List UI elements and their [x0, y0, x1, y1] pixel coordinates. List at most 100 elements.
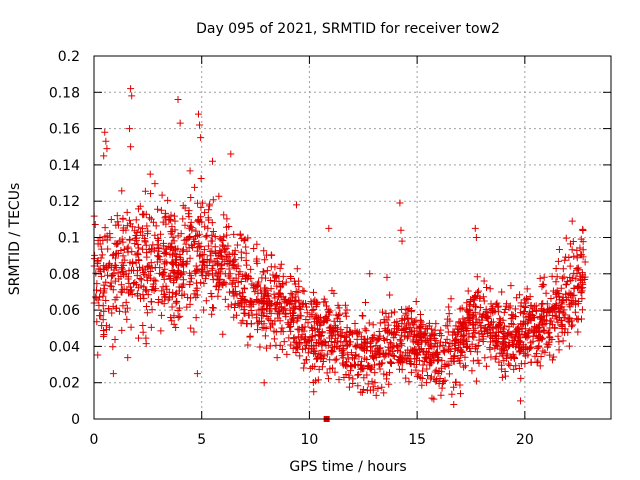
data-point — [226, 274, 234, 282]
data-point — [169, 258, 177, 266]
data-point — [425, 319, 433, 327]
data-point — [438, 384, 446, 392]
data-point — [176, 304, 184, 312]
data-point — [124, 243, 132, 251]
data-point — [570, 269, 578, 277]
data-point — [300, 364, 308, 372]
data-point — [205, 206, 213, 214]
data-point — [194, 217, 202, 225]
data-point — [122, 226, 130, 234]
data-point — [412, 366, 420, 374]
data-points — [90, 85, 589, 422]
data-point — [262, 288, 270, 296]
data-point — [215, 192, 223, 200]
data-point — [398, 237, 406, 245]
data-point — [246, 332, 254, 340]
data-point — [470, 312, 478, 320]
data-point — [462, 344, 470, 352]
data-point — [422, 353, 430, 361]
data-point — [507, 330, 515, 338]
data-point — [117, 281, 125, 289]
data-point — [397, 226, 405, 234]
data-point — [376, 319, 384, 327]
data-point — [390, 334, 398, 342]
data-point — [474, 342, 482, 350]
data-point — [351, 342, 359, 350]
data-point — [579, 246, 587, 254]
data-point — [118, 326, 126, 334]
data-point — [368, 335, 376, 343]
y-tick-label: 0.16 — [49, 122, 80, 138]
data-point — [451, 345, 459, 353]
data-point — [198, 272, 206, 280]
data-point — [528, 308, 536, 316]
y-tick-label: 0.06 — [49, 303, 80, 319]
data-point — [300, 287, 308, 295]
data-point — [494, 308, 502, 316]
data-point — [106, 282, 114, 290]
data-point — [550, 353, 558, 361]
data-point — [123, 245, 131, 253]
data-point — [437, 391, 445, 399]
data-point — [522, 299, 530, 307]
data-point — [98, 245, 106, 253]
data-point — [390, 308, 398, 316]
data-point — [144, 227, 152, 235]
data-point — [295, 341, 303, 349]
data-point — [372, 391, 380, 399]
data-point — [477, 323, 485, 331]
data-point — [450, 383, 458, 391]
y-tick-label: 0.1 — [58, 231, 80, 247]
data-point — [187, 218, 195, 226]
data-point — [569, 238, 577, 246]
data-point — [465, 333, 473, 341]
data-point — [277, 293, 285, 301]
data-point — [181, 221, 189, 229]
data-point — [358, 357, 366, 365]
data-point — [126, 220, 134, 228]
data-point — [380, 389, 388, 397]
data-point — [266, 307, 274, 315]
data-point — [415, 323, 423, 331]
data-point — [545, 305, 553, 313]
data-point — [221, 246, 229, 254]
data-point — [452, 378, 460, 386]
data-point — [493, 335, 501, 343]
data-point — [119, 215, 127, 223]
data-point — [540, 316, 548, 324]
data-point — [311, 362, 319, 370]
data-point — [290, 334, 298, 342]
data-point — [214, 259, 222, 267]
data-point — [143, 222, 151, 230]
data-point — [495, 320, 503, 328]
data-point — [578, 295, 586, 303]
data-point — [109, 370, 117, 378]
data-point — [259, 312, 267, 320]
data-point — [503, 300, 511, 308]
data-point — [389, 330, 397, 338]
data-point — [388, 329, 396, 337]
data-point — [120, 245, 128, 253]
y-axis-label: SRMTID / TECUs — [7, 183, 23, 296]
data-point — [127, 283, 135, 291]
data-point — [476, 304, 484, 312]
data-point — [132, 216, 140, 224]
data-point — [163, 285, 171, 293]
data-point — [287, 289, 295, 297]
data-point — [162, 245, 170, 253]
data-point — [200, 246, 208, 254]
data-point — [291, 277, 299, 285]
data-point — [168, 317, 176, 325]
data-point — [111, 261, 119, 269]
data-point — [461, 353, 469, 361]
axis-ticks: 0 0.02 0.04 0.06 0.08 0.1 0.12 0.14 0.16 0.18 0.2 0… — [49, 49, 611, 448]
data-point — [370, 361, 378, 369]
data-point — [157, 206, 165, 214]
data-point — [471, 345, 479, 353]
data-point — [95, 301, 103, 309]
data-point — [268, 300, 276, 308]
data-point — [183, 303, 191, 311]
data-point — [579, 226, 587, 234]
data-point — [309, 326, 317, 334]
data-point — [301, 344, 309, 352]
